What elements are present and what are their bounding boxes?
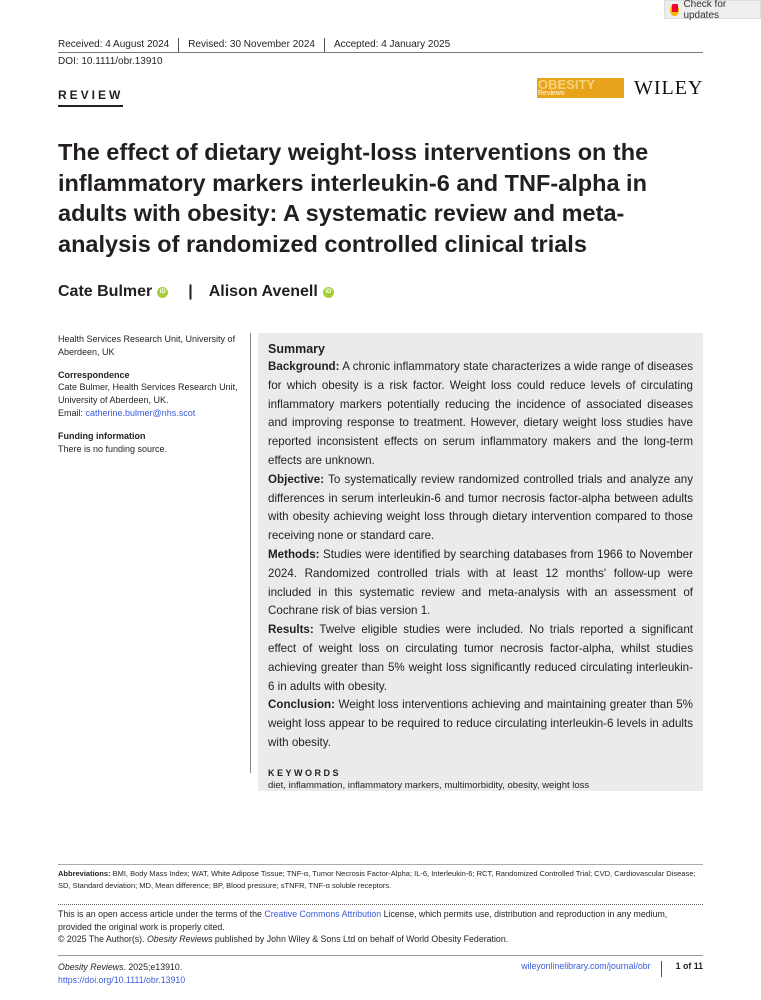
abbreviations-label: Abbreviations: (58, 869, 111, 878)
section-label: Methods: (268, 547, 320, 561)
footer-citation-text: 2025;e13910. (125, 962, 183, 972)
copyright-text: published by John Wiley & Sons Ltd on be… (212, 934, 509, 944)
author-separator: | (188, 283, 193, 300)
check-updates-label: Check for updates (683, 0, 727, 21)
funding: Funding information There is no funding s… (58, 430, 243, 456)
article-dates: Received: 4 August 2024 Revised: 30 Nove… (58, 38, 459, 52)
footer-journal: Obesity Reviews. (58, 962, 126, 972)
summary-methods: Methods: Studies were identified by sear… (268, 546, 693, 621)
doi: DOI: 10.1111/obr.13910 (58, 56, 163, 67)
section-label: Conclusion: (268, 698, 335, 712)
email-label: Email: (58, 407, 86, 418)
publisher-logo: WILEY (634, 77, 704, 99)
section-label: Results: (268, 623, 314, 637)
doi-link[interactable]: https://doi.org/10.1111/obr.13910 (58, 974, 186, 985)
article-title: The effect of dietary weight-loss interv… (58, 139, 649, 257)
summary-background: Background: A chronic inflammatory state… (268, 358, 693, 471)
section-text: To systematically review randomized cont… (268, 472, 693, 543)
section-text: Twelve eligible studies were included. N… (268, 623, 693, 693)
summary-heading: Summary (268, 342, 325, 356)
copyright-text: © 2025 The Author(s). (58, 934, 147, 944)
footer-right: wileyonlinelibrary.com/journal/obr 1 of … (521, 961, 703, 977)
author-list: Cate Bulmer iD | Alison Avenell iD (58, 283, 334, 301)
revised-date: Revised: 30 November 2024 (179, 38, 325, 52)
accepted-date: Accepted: 4 January 2025 (333, 39, 451, 50)
abbreviations-text: BMI, Body Mass Index; WAT, White Adipose… (58, 869, 696, 890)
summary-objective: Objective: To systematically review rand… (268, 471, 693, 546)
section-label: REVIEW (58, 88, 124, 107)
section-text: A chronic inflammatory state characteriz… (268, 360, 693, 467)
affiliation: Health Services Research Unit, Universit… (58, 334, 236, 357)
summary-conclusion: Conclusion: Weight loss interventions ac… (268, 696, 693, 752)
license-link[interactable]: Creative Commons Attribution (264, 909, 382, 919)
summary-results: Results: Twelve eligible studies were in… (268, 621, 693, 696)
license-text: License, which permits use, distribution… (58, 909, 668, 932)
open-access-notice: This is an open access article under the… (58, 908, 703, 946)
section-label: Objective: (268, 472, 325, 486)
section-text: Weight loss interventions achieving and … (268, 698, 693, 749)
header-rule (58, 52, 703, 53)
keywords: KEYWORDS diet, inflammation, inflammator… (268, 767, 693, 793)
section-label: Background: (268, 360, 340, 373)
journal-logo-sub: Reviews (538, 90, 565, 97)
copyright-journal: Obesity Reviews (146, 934, 213, 944)
author-name[interactable]: Cate Bulmer (58, 283, 153, 300)
journal-logo-main: OBESITY (538, 77, 596, 92)
crossmark-icon (670, 3, 680, 16)
keywords-heading: KEYWORDS (268, 767, 342, 778)
footer-citation: Obesity Reviews. 2025;e13910. https://do… (58, 961, 185, 986)
author-name[interactable]: Alison Avenell (208, 283, 318, 300)
footer-rule (58, 955, 703, 956)
keywords-list: diet, inflammation, inflammatory markers… (268, 779, 590, 791)
correspondence-text: Cate Bulmer, Health Services Research Un… (58, 382, 238, 406)
correspondence: Correspondence Cate Bulmer, Health Servic… (58, 369, 243, 420)
article-info-column: Health Services Research Unit, Universit… (58, 333, 243, 465)
journal-site-link[interactable]: wileyonlinelibrary.com/journal/obr (521, 961, 651, 971)
email-link[interactable]: catherine.bulmer@nhs.scot (85, 407, 196, 418)
footnote-rule (58, 864, 703, 865)
received-date: Received: 4 August 2024 (58, 38, 180, 52)
orcid-icon[interactable]: iD (157, 286, 169, 298)
check-for-updates-button[interactable]: Check for updates (664, 0, 761, 21)
funding-text: There is no funding source. (58, 443, 168, 454)
license-text: This is an open access article under the… (58, 909, 265, 919)
correspondence-heading: Correspondence (58, 369, 130, 380)
section-text: Studies were identified by searching dat… (268, 547, 693, 618)
abbreviations: Abbreviations: BMI, Body Mass Index; WAT… (58, 868, 703, 891)
summary-box: Summary Background: A chronic inflammato… (258, 333, 703, 791)
orcid-icon[interactable]: iD (322, 286, 334, 298)
column-divider (250, 333, 251, 773)
dotted-divider (58, 904, 703, 905)
funding-heading: Funding information (58, 430, 146, 441)
journal-logo: OBESITY Reviews (537, 78, 624, 98)
page-number: 1 of 11 (660, 961, 703, 977)
